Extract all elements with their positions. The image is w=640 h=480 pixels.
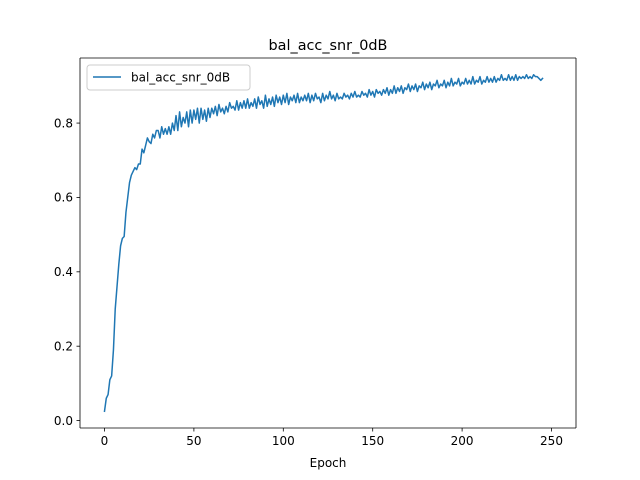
x-tick-label: 150 bbox=[361, 434, 384, 448]
x-tick-label: 200 bbox=[451, 434, 474, 448]
plot-spines bbox=[79, 57, 577, 429]
y-axis-ticks: 0.0 0.2 0.4 0.6 0.8 bbox=[54, 116, 80, 428]
y-tick-label: 0.4 bbox=[54, 265, 73, 279]
x-axis-ticks: 0 50 100 150 200 250 bbox=[101, 428, 563, 448]
x-tick-label: 0 bbox=[101, 434, 109, 448]
y-tick-label: 0.0 bbox=[54, 414, 73, 428]
legend: bal_acc_snr_0dB bbox=[86, 64, 251, 91]
plot-area-background bbox=[80, 58, 576, 428]
legend-label: bal_acc_snr_0dB bbox=[131, 71, 230, 85]
y-tick-label: 0.6 bbox=[54, 191, 73, 205]
x-axis-title: Epoch bbox=[310, 456, 347, 470]
series-line-bal-acc-snr-0db bbox=[103, 73, 544, 413]
chart-title: bal_acc_snr_0dB bbox=[269, 38, 388, 54]
legend-frame bbox=[86, 64, 251, 91]
x-tick-label: 100 bbox=[272, 434, 295, 448]
x-tick-label: 250 bbox=[540, 434, 563, 448]
y-tick-label: 0.8 bbox=[54, 116, 73, 130]
x-tick-label: 50 bbox=[186, 434, 201, 448]
y-tick-label: 0.2 bbox=[54, 339, 73, 353]
